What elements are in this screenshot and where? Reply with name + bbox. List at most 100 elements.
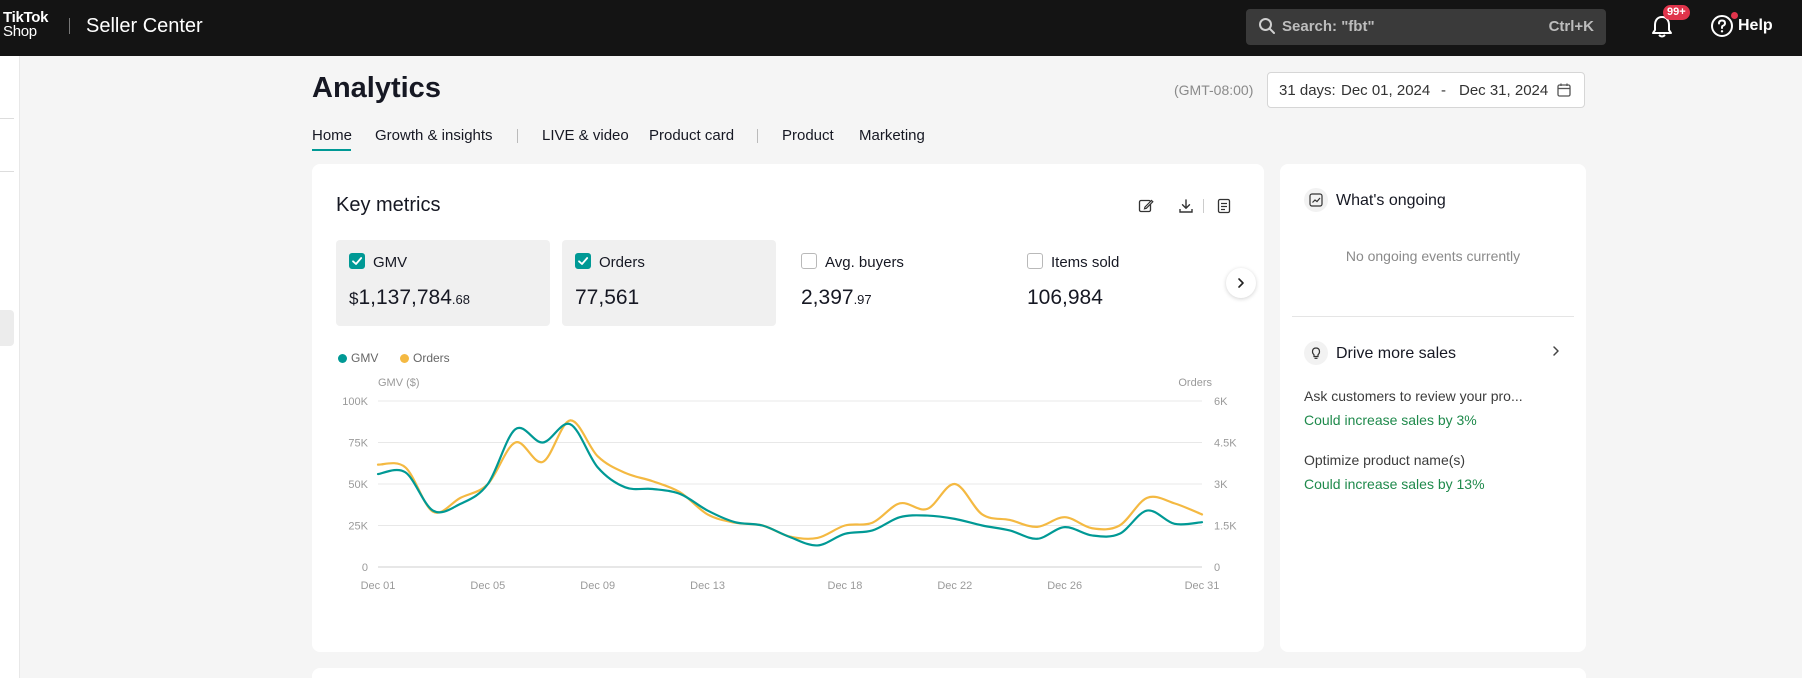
date-range-prefix: 31 days: [1279,82,1336,99]
search-input[interactable]: Search: "fbt" Ctrl+K [1246,9,1606,45]
chevron-right-icon [1238,278,1244,288]
suggestion-title[interactable]: Ask customers to review your pro... [1304,388,1523,404]
y-left-tick-label: 75K [348,438,368,450]
metric-value: 106,984 [1027,286,1103,309]
sidebar-divider [0,171,14,172]
tab-product-card[interactable]: Product card [649,127,735,144]
date-start: Dec 01, 2024 [1341,82,1431,99]
y-left-tick-label: 25K [348,521,368,533]
tab-divider [517,129,518,143]
tab-divider [757,129,758,143]
series-line-gmv [376,422,1204,547]
y-right-tick-label: 3K [1214,479,1228,491]
x-tick-label: Dec 22 [937,580,972,592]
drive-more-sales-title[interactable]: Drive more sales [1336,345,1457,362]
top-bar: TikTok Shop Seller Center Search: "fbt" … [0,0,1802,56]
x-tick-label: Dec 26 [1047,580,1082,592]
tiktok-shop-logo[interactable]: TikTok Shop [3,9,49,40]
search-shortcut: Ctrl+K [1548,18,1594,35]
download-icon[interactable] [1178,198,1194,214]
app-name[interactable]: Seller Center [86,15,203,37]
metric-value: 2,397.97 [801,286,872,309]
check-icon [578,257,589,265]
search-icon [1259,18,1275,34]
x-tick-label: Dec 31 [1185,580,1220,592]
metric-label: Orders [599,254,645,271]
metric-gmv[interactable]: GMV $1,137,784.68 [336,240,550,326]
trend-icon [1304,188,1328,212]
y-right-axis-title: Orders [1178,377,1212,389]
items-sold-checkbox[interactable] [1027,253,1043,269]
suggestion-title[interactable]: Optimize product name(s) [1304,452,1466,468]
tab-growth-insights[interactable]: Growth & insights [375,127,493,144]
help-link[interactable]: Help [1738,17,1773,34]
sidebar-divider [0,118,14,119]
notification-badge: 99+ [1663,5,1690,20]
metric-orders[interactable]: Orders 77,561 [562,240,776,326]
metric-items-sold[interactable]: Items sold 106,984 [1014,240,1228,326]
date-range-picker[interactable]: 31 days: Dec 01, 2024 - Dec 31, 2024 [1267,72,1585,108]
toolbar-divider [1203,199,1204,213]
lightbulb-icon [1304,341,1328,365]
metric-value: $1,137,784.68 [349,286,470,309]
metric-value: 77,561 [575,286,640,309]
timezone-label: (GMT-08:00) [1174,82,1254,98]
y-left-tick-label: 50K [348,479,368,491]
x-tick-label: Dec 13 [690,580,725,592]
y-right-tick-label: 4.5K [1214,438,1237,450]
suggestion-impact: Could increase sales by 3% [1304,412,1477,428]
legend-gmv[interactable]: GMV [338,351,378,365]
gmv-checkbox[interactable] [349,253,365,269]
tab-live-video[interactable]: LIVE & video [542,127,629,144]
side-panel-card: What's ongoing No ongoing events current… [1280,164,1586,652]
divider [1292,316,1574,317]
metric-label: GMV [373,254,408,271]
avg-buyers-checkbox[interactable] [801,253,817,269]
sidebar-item-selected[interactable] [0,310,14,346]
suggestion-impact: Could increase sales by 13% [1304,476,1485,492]
logo-line-2: Shop [3,23,37,40]
y-left-tick-label: 0 [362,562,368,574]
tab-product[interactable]: Product [782,127,834,144]
no-events-text: No ongoing events currently [1345,248,1521,264]
metric-label: Avg. buyers [825,254,904,271]
divider [69,18,70,34]
chevron-right-icon[interactable] [1550,345,1562,357]
x-tick-label: Dec 18 [828,580,863,592]
x-tick-label: Dec 09 [580,580,615,592]
tab-marketing[interactable]: Marketing [859,127,925,144]
legend-dot [338,354,347,363]
whats-ongoing-title: What's ongoing [1336,192,1446,209]
edit-icon[interactable] [1138,198,1154,214]
y-right-tick-label: 0 [1214,562,1220,574]
x-tick-label: Dec 05 [470,580,505,592]
next-metrics-button[interactable] [1226,268,1256,298]
y-right-tick-label: 6K [1214,396,1228,408]
calendar-icon [1557,83,1571,97]
report-icon[interactable] [1216,198,1232,214]
active-tab-indicator [312,149,351,151]
x-tick-label: Dec 01 [361,580,396,592]
orders-checkbox[interactable] [575,253,591,269]
search-placeholder: Search: "fbt" [1282,18,1375,35]
help-icon[interactable] [1710,14,1734,38]
series-line-orders [376,419,1204,540]
page-title: Analytics [312,72,441,104]
key-metrics-card: Key metrics GMV $1,137,784.68 Orders 77,… [312,164,1264,652]
legend-orders[interactable]: Orders [400,351,450,365]
date-dash: - [1441,82,1446,99]
y-right-tick-label: 1.5K [1214,521,1237,533]
tab-home[interactable]: Home [312,127,353,144]
next-section-card [312,668,1586,678]
logo-line-1: TikTok [3,9,49,26]
check-icon [352,257,363,265]
legend-dot [400,354,409,363]
y-left-axis-title: GMV ($) [378,377,420,389]
metric-label: Items sold [1051,254,1120,271]
line-chart: GMV ($) Orders 100K 6K 75K 4.5K 50K 3K 25K 1.5K 0 0… [342,377,1237,592]
left-sidebar [0,56,20,678]
help-notification-dot [1731,12,1738,19]
key-metrics-title: Key metrics [336,194,441,216]
date-end: Dec 31, 2024 [1459,82,1549,99]
metric-avg-buyers[interactable]: Avg. buyers 2,397.97 [788,240,1002,326]
